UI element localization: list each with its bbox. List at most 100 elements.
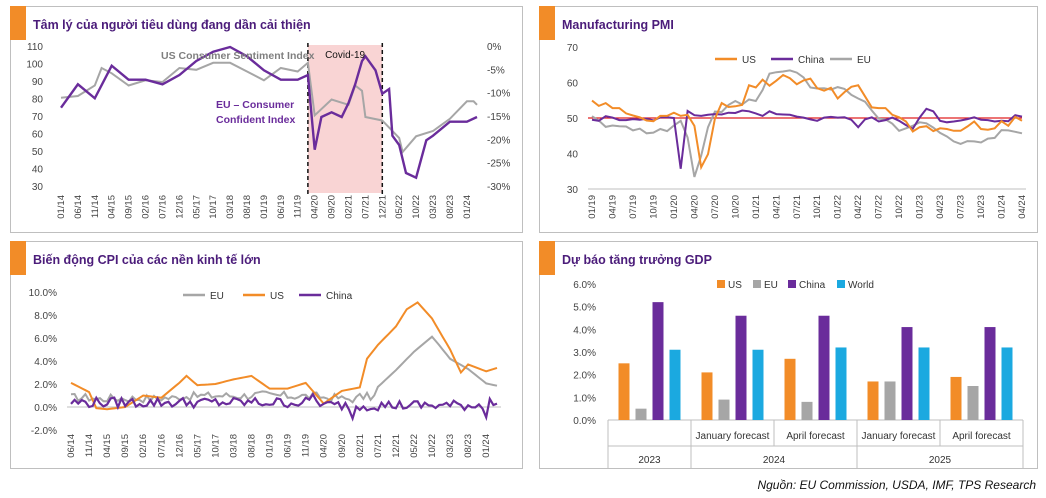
x-tick-label: 10/22 bbox=[427, 434, 438, 458]
x-tick-label: 06/19 bbox=[283, 434, 294, 458]
x-tick-label: 01/24 bbox=[462, 195, 473, 219]
x-tick-label: 12/21 bbox=[377, 195, 388, 219]
legend-label-us: US bbox=[270, 291, 284, 302]
y-right-tick-label: -25% bbox=[487, 159, 510, 170]
y-tick-label: 10.0% bbox=[29, 288, 57, 299]
x-tick-label: 10/20 bbox=[730, 195, 741, 219]
y-left-tick-label: 110 bbox=[27, 42, 43, 53]
y-tick-label: 30 bbox=[567, 185, 579, 196]
bar-china bbox=[652, 302, 664, 420]
group-label: April forecast bbox=[952, 431, 1011, 442]
x-tick-label: 06/14 bbox=[66, 434, 77, 458]
legend-label-eu: EU bbox=[857, 55, 871, 66]
x-tick-label: 09/20 bbox=[337, 434, 348, 458]
bar-eu bbox=[718, 399, 730, 420]
y-tick-label: 5.0% bbox=[573, 303, 596, 314]
bar-us bbox=[618, 363, 630, 420]
panel-title: Biến động CPI của các nền kinh tế lớn bbox=[33, 253, 261, 267]
y-tick-label: 2.0% bbox=[34, 380, 57, 391]
y-left-tick-label: 80 bbox=[32, 95, 44, 106]
y-right-tick-label: -30% bbox=[487, 182, 510, 193]
y-right-tick-label: 0% bbox=[487, 42, 502, 53]
x-tick-label: 02/21 bbox=[355, 434, 366, 458]
x-tick-label: 01/21 bbox=[751, 195, 762, 219]
x-tick-label: 01/20 bbox=[669, 195, 680, 219]
x-tick-label: 02/16 bbox=[138, 434, 149, 458]
bar-china bbox=[735, 315, 747, 420]
y-left-tick-label: 100 bbox=[26, 60, 43, 71]
x-tick-label: 09/20 bbox=[327, 195, 338, 219]
x-tick-label: 04/22 bbox=[853, 195, 864, 219]
x-tick-label: 02/21 bbox=[343, 195, 354, 219]
y-left-tick-label: 60 bbox=[32, 130, 44, 141]
annotation-us-sentiment: US Consumer Sentiment Index bbox=[161, 50, 315, 62]
x-tick-label: 08/18 bbox=[247, 434, 258, 458]
y-left-tick-label: 30 bbox=[32, 182, 44, 193]
x-tick-label: 08/23 bbox=[463, 434, 474, 458]
x-tick-label: 03/23 bbox=[445, 434, 456, 458]
y-tick-label: 70 bbox=[567, 43, 579, 54]
x-tick-label: 05/17 bbox=[192, 434, 203, 458]
bar-eu bbox=[967, 386, 979, 420]
x-tick-label: 07/23 bbox=[956, 195, 967, 219]
bar-world bbox=[752, 349, 764, 420]
legend-label-china: China bbox=[326, 291, 353, 302]
y-tick-label: 2.0% bbox=[573, 371, 596, 382]
y-left-tick-label: 90 bbox=[32, 77, 44, 88]
bar-eu bbox=[635, 408, 647, 420]
x-tick-label: 02/16 bbox=[141, 195, 152, 219]
y-tick-label: 6.0% bbox=[34, 334, 57, 345]
legend-label-world: World bbox=[848, 280, 874, 291]
legend-label-eu: EU bbox=[764, 280, 778, 291]
y-tick-label: 1.0% bbox=[573, 393, 596, 404]
y-tick-label: 60 bbox=[567, 79, 579, 90]
x-tick-label: 05/22 bbox=[394, 195, 405, 219]
y-right-tick-label: -15% bbox=[487, 112, 510, 123]
annotation-covid: Covid-19 bbox=[325, 50, 365, 61]
x-tick-label: 11/19 bbox=[301, 434, 312, 457]
bar-world bbox=[918, 347, 930, 420]
series-line-china bbox=[591, 107, 1023, 169]
group-label: January forecast bbox=[696, 431, 770, 442]
x-tick-label: 04/19 bbox=[607, 195, 618, 219]
bar-eu bbox=[801, 401, 813, 420]
panel-title: Tâm lý của người tiêu dùng đang dần cải … bbox=[33, 18, 311, 32]
x-tick-label: 10/17 bbox=[210, 434, 221, 458]
x-tick-label: 06/19 bbox=[276, 195, 287, 219]
x-tick-label: 10/19 bbox=[648, 195, 659, 219]
x-tick-label: 01/22 bbox=[833, 195, 844, 219]
annotation-eu-confidence: Confident Index bbox=[216, 114, 295, 126]
x-tick-label: 01/23 bbox=[915, 195, 926, 219]
x-tick-label: 05/17 bbox=[191, 195, 202, 219]
x-tick-label: 01/19 bbox=[259, 195, 270, 219]
panel-accent bbox=[10, 6, 26, 40]
year-label: 2023 bbox=[638, 455, 661, 466]
legend-label-china: China bbox=[799, 280, 826, 291]
x-tick-label: 01/19 bbox=[587, 195, 598, 219]
pmi-chart: 30 40 50 60 70 01/19 04/19 07/19 10/19 01/20 04/20… bbox=[567, 43, 1028, 219]
cpi-chart: -2.0% 0.0% 2.0% 4.0% 6.0% 8.0% 10.0% 06/14 11/14… bbox=[29, 288, 501, 458]
x-tick-label: 11/14 bbox=[84, 434, 95, 457]
y-tick-label: 0.0% bbox=[573, 416, 596, 427]
panel-accent bbox=[539, 241, 555, 275]
y-tick-label: 6.0% bbox=[573, 280, 596, 291]
x-tick-label: 04/24 bbox=[1017, 195, 1028, 219]
legend-label-china: China bbox=[798, 55, 825, 66]
x-tick-label: 09/15 bbox=[120, 434, 131, 458]
bar-us bbox=[867, 381, 879, 420]
x-tick-label: 03/23 bbox=[428, 195, 439, 219]
x-tick-label: 01/24 bbox=[481, 434, 492, 458]
year-label: 2024 bbox=[763, 455, 786, 466]
bar-world bbox=[669, 349, 681, 420]
x-tick-label: 04/23 bbox=[935, 195, 946, 219]
x-tick-label: 10/17 bbox=[208, 195, 219, 219]
bar-us bbox=[950, 376, 962, 420]
x-tick-label: 07/21 bbox=[373, 434, 384, 458]
bar-us bbox=[784, 358, 796, 420]
bar-china bbox=[901, 327, 913, 420]
x-tick-label: 04/20 bbox=[689, 195, 700, 219]
series-line-right bbox=[60, 45, 478, 180]
x-tick-label: 04/15 bbox=[107, 195, 118, 219]
x-tick-label: 07/21 bbox=[792, 195, 803, 219]
x-tick-label: 04/20 bbox=[319, 434, 330, 458]
